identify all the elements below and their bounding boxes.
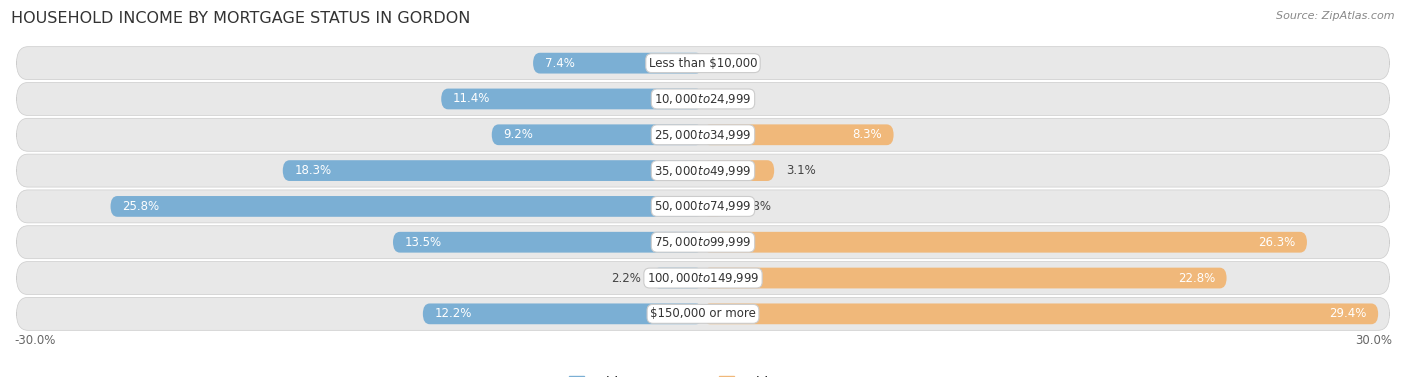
FancyBboxPatch shape xyxy=(703,268,1226,288)
Text: 26.3%: 26.3% xyxy=(1258,236,1295,249)
FancyBboxPatch shape xyxy=(17,154,1389,187)
FancyBboxPatch shape xyxy=(392,232,703,253)
Text: 0.0%: 0.0% xyxy=(714,57,744,70)
FancyBboxPatch shape xyxy=(441,89,703,109)
Text: -30.0%: -30.0% xyxy=(14,334,55,347)
FancyBboxPatch shape xyxy=(703,124,894,145)
Text: $150,000 or more: $150,000 or more xyxy=(650,307,756,320)
FancyBboxPatch shape xyxy=(533,53,703,74)
FancyBboxPatch shape xyxy=(111,196,703,217)
FancyBboxPatch shape xyxy=(703,232,1308,253)
Legend: Without Mortgage, With Mortgage: Without Mortgage, With Mortgage xyxy=(569,375,837,377)
Text: 0.88%: 0.88% xyxy=(735,200,772,213)
Text: 30.0%: 30.0% xyxy=(1355,334,1392,347)
Text: Less than $10,000: Less than $10,000 xyxy=(648,57,758,70)
Text: 0.0%: 0.0% xyxy=(714,92,744,106)
FancyBboxPatch shape xyxy=(283,160,703,181)
Text: 8.3%: 8.3% xyxy=(852,128,882,141)
FancyBboxPatch shape xyxy=(423,303,703,324)
Text: 29.4%: 29.4% xyxy=(1329,307,1367,320)
FancyBboxPatch shape xyxy=(17,118,1389,151)
FancyBboxPatch shape xyxy=(17,262,1389,294)
Text: 13.5%: 13.5% xyxy=(405,236,441,249)
FancyBboxPatch shape xyxy=(17,226,1389,259)
Text: $75,000 to $99,999: $75,000 to $99,999 xyxy=(654,235,752,249)
Text: 12.2%: 12.2% xyxy=(434,307,471,320)
FancyBboxPatch shape xyxy=(703,303,1378,324)
Text: $10,000 to $24,999: $10,000 to $24,999 xyxy=(654,92,752,106)
Text: Source: ZipAtlas.com: Source: ZipAtlas.com xyxy=(1277,11,1395,21)
Text: 25.8%: 25.8% xyxy=(122,200,159,213)
FancyBboxPatch shape xyxy=(17,297,1389,330)
FancyBboxPatch shape xyxy=(17,47,1389,80)
Text: $25,000 to $34,999: $25,000 to $34,999 xyxy=(654,128,752,142)
FancyBboxPatch shape xyxy=(17,83,1389,115)
Text: 7.4%: 7.4% xyxy=(544,57,575,70)
Text: $50,000 to $74,999: $50,000 to $74,999 xyxy=(654,199,752,213)
Text: HOUSEHOLD INCOME BY MORTGAGE STATUS IN GORDON: HOUSEHOLD INCOME BY MORTGAGE STATUS IN G… xyxy=(11,11,471,26)
FancyBboxPatch shape xyxy=(703,160,775,181)
FancyBboxPatch shape xyxy=(492,124,703,145)
Text: 11.4%: 11.4% xyxy=(453,92,491,106)
Text: $35,000 to $49,999: $35,000 to $49,999 xyxy=(654,164,752,178)
Text: 3.1%: 3.1% xyxy=(786,164,815,177)
Text: $100,000 to $149,999: $100,000 to $149,999 xyxy=(647,271,759,285)
FancyBboxPatch shape xyxy=(703,196,723,217)
FancyBboxPatch shape xyxy=(652,268,703,288)
Text: 9.2%: 9.2% xyxy=(503,128,533,141)
Text: 2.2%: 2.2% xyxy=(612,271,641,285)
FancyBboxPatch shape xyxy=(17,190,1389,223)
Text: 18.3%: 18.3% xyxy=(294,164,332,177)
Text: 22.8%: 22.8% xyxy=(1178,271,1215,285)
